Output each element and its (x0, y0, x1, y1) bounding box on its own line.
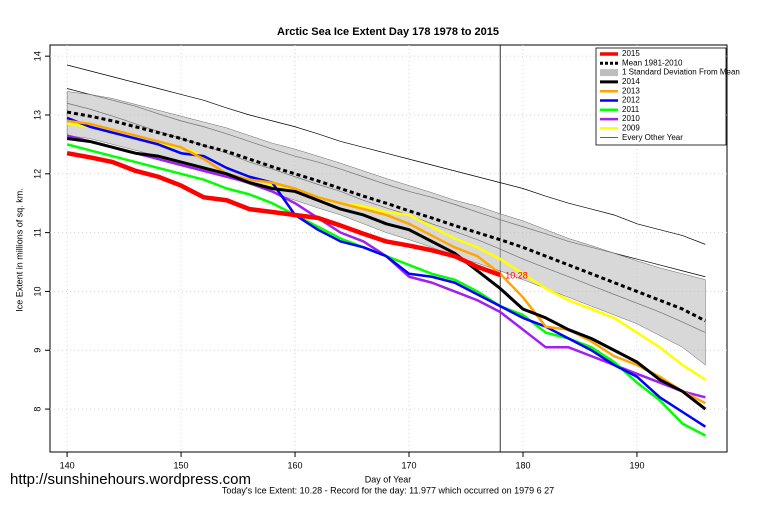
series-line (66, 116, 707, 428)
x-tick-label: 190 (629, 460, 644, 470)
series-line (66, 119, 706, 405)
legend-label: 2009 (622, 124, 640, 133)
legend-label: 2011 (622, 105, 640, 114)
legend-swatch (600, 69, 618, 77)
chart-title: Arctic Sea Ice Extent Day 178 1978 to 20… (277, 26, 499, 38)
x-tick-label: 150 (174, 460, 189, 470)
footer: Today's Ice Extent: 10.28 - Record for t… (222, 485, 554, 495)
watermark: http://sunshinehours.wordpress.com (10, 471, 251, 488)
y-tick-label: 9 (32, 348, 42, 353)
plot-frame (49, 44, 728, 453)
series-line (66, 110, 707, 323)
x-axis-label: Day of Year (365, 474, 412, 484)
series-line (66, 137, 707, 411)
x-tick-label: 160 (288, 460, 303, 470)
legend-label: 2015 (622, 49, 640, 58)
y-tick-label: 8 (32, 407, 42, 412)
sd-band (66, 91, 706, 366)
legend-label: 2010 (622, 114, 640, 123)
y-tick-label: 14 (32, 51, 42, 61)
data-label: 10.28 (505, 270, 528, 280)
legend-label: Mean 1981-2010 (622, 58, 683, 67)
legend-label: 2013 (622, 86, 640, 95)
series-line (67, 64, 706, 245)
y-tick-label: 10 (32, 286, 42, 296)
y-axis-label: Ice Extent in millions of sq. km. (14, 188, 24, 312)
y-tick-label: 12 (32, 169, 42, 179)
y-tick-label: 13 (32, 110, 42, 120)
y-tick-label: 11 (32, 228, 42, 237)
series-line (66, 151, 501, 278)
legend-label: 2012 (622, 96, 640, 105)
legend-label: 2014 (622, 77, 640, 86)
x-tick-label: 140 (60, 460, 75, 470)
x-tick-label: 170 (401, 460, 416, 470)
legend-label: 1 Standard Deviation From Mean (622, 68, 740, 77)
legend-label: Every Other Year (622, 133, 683, 142)
x-tick-label: 180 (515, 460, 530, 470)
